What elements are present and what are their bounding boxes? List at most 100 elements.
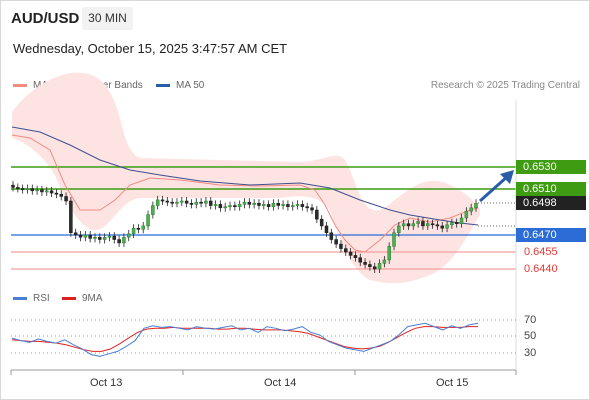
candle-body [69, 200, 73, 233]
candle-body [310, 207, 314, 211]
candle-body [35, 189, 39, 192]
candle-body [401, 223, 406, 227]
rsi-swatch [13, 297, 27, 300]
candle-body [334, 239, 338, 245]
candle-body [136, 227, 141, 230]
candle-body [474, 203, 478, 209]
candle-body [218, 204, 223, 209]
x-tick-label-3: Oct 15 [436, 377, 469, 389]
resistance-2-label: 0.6530 [516, 160, 586, 174]
candle-body [290, 205, 295, 207]
candle-body [324, 225, 329, 233]
ma50-line [11, 126, 479, 226]
candle-body [411, 223, 416, 227]
resistance-1-label: 0.6510 [516, 182, 586, 196]
candle-body [184, 200, 189, 204]
support-2-label: 0.6440 [524, 263, 558, 275]
candle-body [271, 203, 276, 207]
candle-body [344, 248, 348, 253]
candle-body [387, 246, 391, 261]
candle-body [117, 239, 121, 244]
candle-body [454, 222, 459, 224]
candle-body [440, 225, 444, 229]
candle-body [59, 193, 63, 197]
current-price-label: 0.6498 [516, 196, 586, 210]
datetime-label: Wednesday, October 15, 2025 3:47:57 AM C… [13, 41, 288, 56]
candle-body [281, 204, 285, 206]
ma20-swatch [13, 84, 27, 87]
candle-body [252, 203, 256, 205]
candle-body [353, 255, 358, 258]
projection-arrow-line [479, 174, 509, 203]
pivot-label: 0.6470 [516, 228, 586, 242]
candle-body [16, 187, 20, 189]
candle-body [392, 232, 396, 247]
candle-body [122, 237, 126, 244]
candle-body [276, 203, 281, 206]
rsi-ma-line [11, 326, 478, 352]
candle-body [223, 206, 227, 209]
candle-body [165, 200, 170, 203]
candle-body [131, 227, 136, 235]
candle-body [208, 200, 213, 206]
candle-body [397, 225, 401, 233]
candle-body [406, 223, 411, 227]
candle-body [445, 224, 449, 229]
candle-body [300, 204, 305, 207]
candle-body [363, 261, 367, 265]
candle-body [329, 232, 334, 240]
candle-body [127, 233, 131, 238]
ma20-line [11, 134, 479, 253]
timeframe-badge[interactable]: 30 MIN [82, 7, 133, 30]
candle-body [160, 199, 165, 202]
rsi-legend-label: RSI [33, 293, 50, 304]
candle-body [175, 201, 179, 204]
candle-body [421, 221, 425, 227]
candle-body [469, 207, 473, 212]
symbol-title: AUD/USD [11, 10, 80, 27]
candle-body [368, 264, 372, 267]
x-tick-label-2: Oct 14 [264, 377, 297, 389]
candle-body [213, 204, 218, 206]
candle-body [358, 257, 362, 263]
candle-body [319, 218, 324, 227]
candle-body [464, 210, 469, 219]
candle-body [348, 251, 353, 256]
rsi-line [11, 322, 479, 357]
candle-body [247, 201, 252, 205]
candle-body [98, 237, 102, 240]
projection-arrow-head [500, 170, 514, 184]
candle-body [426, 223, 430, 227]
candle-body [450, 222, 454, 226]
candle-body [228, 205, 232, 207]
candle-body [49, 190, 54, 194]
candle-body [25, 188, 30, 190]
candle-body [382, 259, 387, 264]
x-tick-label-1: Oct 13 [90, 377, 123, 389]
candle-body [112, 235, 117, 240]
candle-body [435, 224, 440, 227]
candle-body [20, 188, 25, 190]
candle-body [146, 214, 150, 227]
candle-body [204, 200, 208, 204]
candle-body [262, 204, 266, 206]
candle-body [315, 209, 319, 220]
support-1-label: 0.6455 [524, 246, 558, 258]
candle-body [459, 217, 464, 224]
candle-body [107, 235, 112, 238]
candle-body [88, 234, 92, 239]
candle-body [73, 232, 78, 236]
candle-body [189, 203, 194, 205]
ma50-label: MA 50 [176, 80, 205, 91]
candle-body [233, 205, 237, 207]
candle-body [78, 234, 83, 238]
candles-group [11, 181, 478, 273]
candle-body [40, 189, 44, 193]
candle-body [257, 203, 261, 206]
candle-body [170, 201, 174, 204]
bollinger-band [12, 72, 480, 284]
candle-body [93, 237, 97, 239]
candle-body [237, 204, 242, 207]
rsi-level-30-label: 30 [524, 347, 537, 359]
candle-body [155, 199, 160, 206]
